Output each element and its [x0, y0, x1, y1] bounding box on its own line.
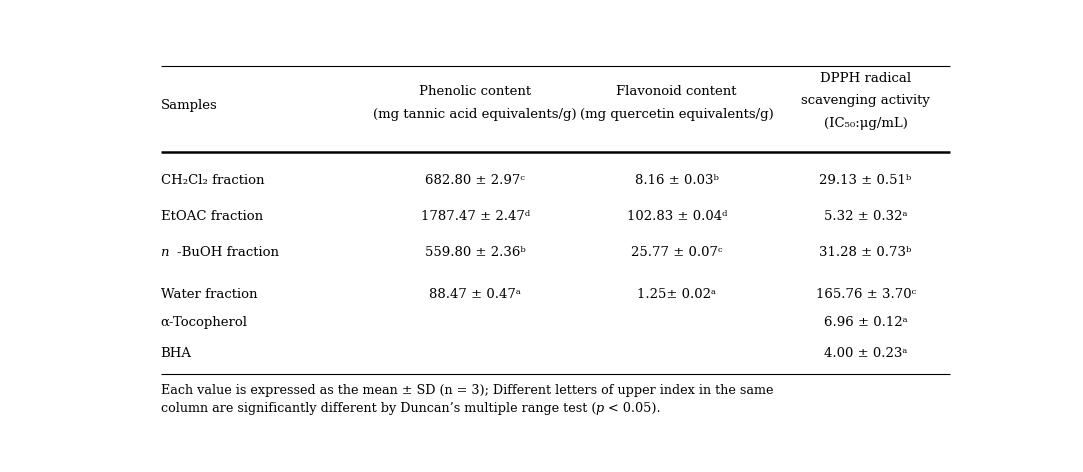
Text: CH₂Cl₂ fraction: CH₂Cl₂ fraction	[160, 174, 264, 187]
Text: 165.76 ± 3.70ᶜ: 165.76 ± 3.70ᶜ	[815, 288, 915, 301]
Text: 29.13 ± 0.51ᵇ: 29.13 ± 0.51ᵇ	[820, 174, 912, 187]
Text: 682.80 ± 2.97ᶜ: 682.80 ± 2.97ᶜ	[426, 174, 525, 187]
Text: n: n	[160, 246, 169, 260]
Text: Each value is expressed as the mean ± SD (n = 3); Different letters of upper ind: Each value is expressed as the mean ± SD…	[160, 384, 773, 397]
Text: column are significantly different by Duncan’s multiple range test (: column are significantly different by Du…	[160, 402, 596, 415]
Text: 4.00 ± 0.23ᵃ: 4.00 ± 0.23ᵃ	[824, 347, 908, 361]
Text: DPPH radical: DPPH radical	[820, 72, 911, 85]
Text: 102.83 ± 0.04ᵈ: 102.83 ± 0.04ᵈ	[627, 210, 727, 223]
Text: 25.77 ± 0.07ᶜ: 25.77 ± 0.07ᶜ	[631, 246, 722, 260]
Text: 559.80 ± 2.36ᵇ: 559.80 ± 2.36ᵇ	[425, 246, 525, 260]
Text: < 0.05).: < 0.05).	[604, 402, 661, 415]
Text: 5.32 ± 0.32ᵃ: 5.32 ± 0.32ᵃ	[824, 210, 908, 223]
Text: EtOAC fraction: EtOAC fraction	[160, 210, 263, 223]
Text: -BuOH fraction: -BuOH fraction	[177, 246, 278, 260]
Text: 1.25± 0.02ᵃ: 1.25± 0.02ᵃ	[637, 288, 716, 301]
Text: 6.96 ± 0.12ᵃ: 6.96 ± 0.12ᵃ	[824, 316, 908, 329]
Text: Flavonoid content: Flavonoid content	[616, 84, 738, 98]
Text: Water fraction: Water fraction	[160, 288, 257, 301]
Text: (mg quercetin equivalents/g): (mg quercetin equivalents/g)	[579, 108, 773, 121]
Text: 1787.47 ± 2.47ᵈ: 1787.47 ± 2.47ᵈ	[420, 210, 530, 223]
Text: α-Tocopherol: α-Tocopherol	[160, 316, 248, 329]
Text: (IC₅₀:μg/mL): (IC₅₀:μg/mL)	[824, 117, 908, 130]
Text: (mg tannic acid equivalents/g): (mg tannic acid equivalents/g)	[374, 108, 577, 121]
Text: Phenolic content: Phenolic content	[419, 84, 532, 98]
Text: BHA: BHA	[160, 347, 192, 361]
Text: scavenging activity: scavenging activity	[801, 94, 930, 108]
Text: 8.16 ± 0.03ᵇ: 8.16 ± 0.03ᵇ	[635, 174, 719, 187]
Text: 88.47 ± 0.47ᵃ: 88.47 ± 0.47ᵃ	[429, 288, 521, 301]
Text: Samples: Samples	[160, 99, 218, 112]
Text: 31.28 ± 0.73ᵇ: 31.28 ± 0.73ᵇ	[820, 246, 912, 260]
Text: p: p	[596, 402, 604, 415]
